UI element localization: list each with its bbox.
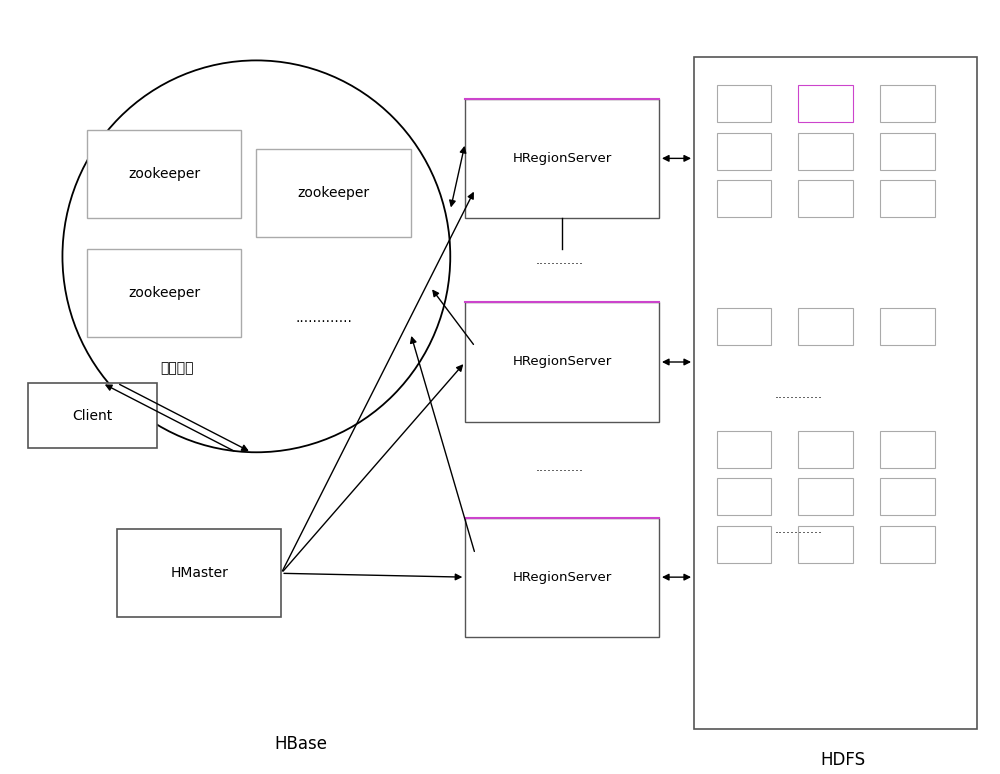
Bar (880, 132, 935, 170)
Bar (87, 248, 241, 337)
Bar (717, 308, 771, 344)
Text: HBase: HBase (275, 735, 328, 753)
Bar (465, 99, 659, 218)
Bar (798, 478, 853, 515)
Bar (694, 57, 977, 729)
Text: zookeeper: zookeeper (128, 166, 200, 181)
Bar (880, 308, 935, 344)
Bar (717, 132, 771, 170)
Text: 协调服务: 协调服务 (160, 361, 194, 375)
Bar (880, 431, 935, 467)
Text: ............: ............ (536, 254, 584, 267)
Text: HRegionServer: HRegionServer (513, 152, 612, 165)
Bar (798, 431, 853, 467)
Bar (798, 308, 853, 344)
Bar (256, 149, 411, 237)
Text: HRegionServer: HRegionServer (513, 355, 612, 368)
Text: ............: ............ (536, 461, 584, 474)
Bar (717, 478, 771, 515)
Bar (717, 180, 771, 217)
Bar (28, 383, 157, 448)
Bar (798, 132, 853, 170)
Text: HMaster: HMaster (170, 567, 228, 580)
Bar (117, 529, 281, 618)
Text: ............: ............ (774, 388, 822, 401)
Text: ............: ............ (774, 522, 822, 536)
Bar (880, 180, 935, 217)
Bar (717, 85, 771, 122)
Text: HRegionServer: HRegionServer (513, 570, 612, 584)
Text: Client: Client (72, 409, 112, 423)
Bar (798, 85, 853, 122)
Text: HDFS: HDFS (821, 751, 866, 769)
Bar (465, 303, 659, 422)
Text: zookeeper: zookeeper (128, 286, 200, 300)
Bar (880, 85, 935, 122)
Bar (798, 180, 853, 217)
Bar (880, 526, 935, 563)
Text: .............: ............. (295, 311, 352, 325)
Text: zookeeper: zookeeper (297, 186, 369, 200)
Bar (717, 431, 771, 467)
Bar (465, 518, 659, 637)
Bar (880, 478, 935, 515)
Bar (87, 129, 241, 218)
Bar (798, 526, 853, 563)
Bar (717, 526, 771, 563)
